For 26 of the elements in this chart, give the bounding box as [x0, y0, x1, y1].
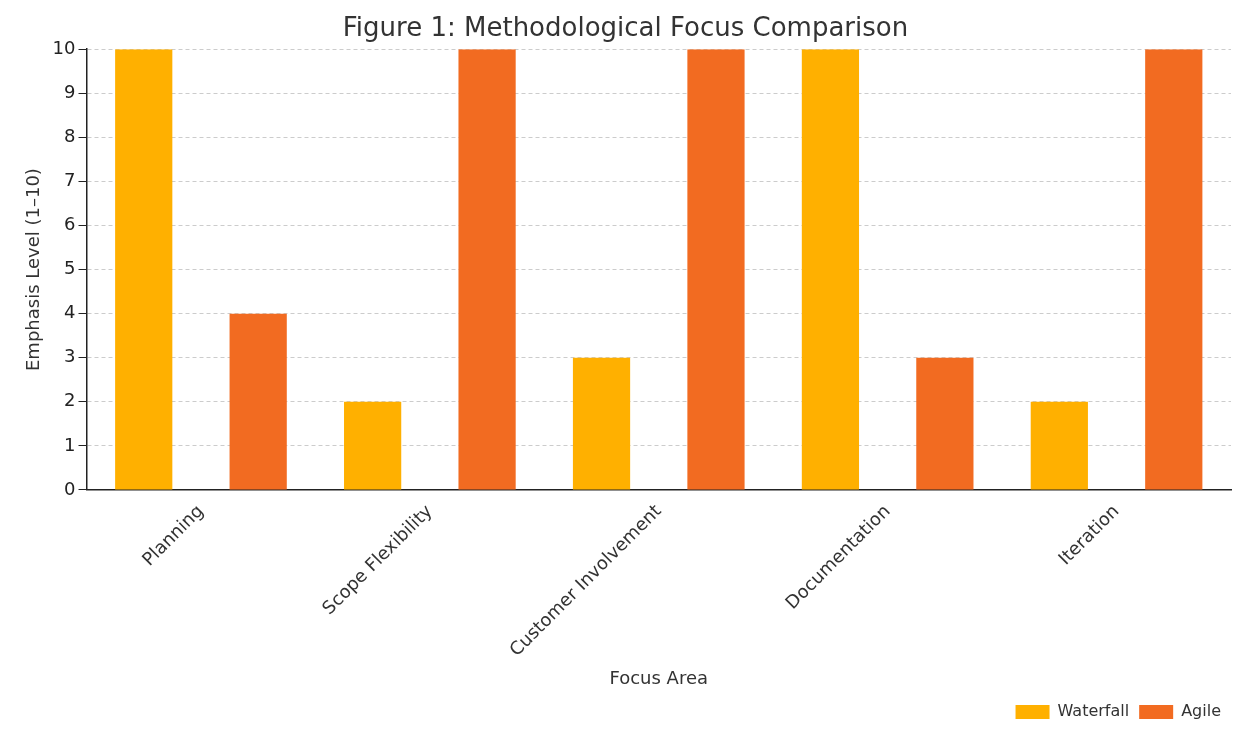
bar	[572, 357, 631, 490]
y-tick-label: 8	[64, 125, 76, 147]
bar	[1030, 401, 1088, 490]
bar	[115, 49, 173, 490]
y-tick-label: 2	[64, 389, 76, 411]
legend-label: Agile	[1181, 701, 1222, 721]
y-axis-title: Emphasis Level (1–10)	[22, 168, 44, 372]
y-tick-label: 4	[64, 301, 76, 323]
bar	[229, 313, 287, 490]
legend-label: Waterfall	[1057, 701, 1130, 721]
y-tick-label: 3	[64, 345, 76, 367]
y-tick-label: 10	[52, 36, 76, 58]
y-tick-label: 5	[64, 257, 76, 279]
bar	[458, 49, 516, 490]
bar	[344, 401, 402, 490]
bar	[1145, 49, 1203, 490]
y-tick-label: 1	[64, 433, 76, 455]
bar	[687, 49, 745, 490]
x-axis-title: Focus Area	[609, 666, 709, 688]
y-tick-label: 0	[64, 477, 76, 499]
chart-title: Figure 1: Methodological Focus Comparison	[342, 12, 909, 43]
y-tick-label: 7	[64, 169, 76, 191]
bar	[916, 357, 974, 490]
y-tick-label: 9	[64, 80, 76, 102]
y-tick-label: 6	[64, 213, 76, 235]
bar	[801, 49, 860, 490]
